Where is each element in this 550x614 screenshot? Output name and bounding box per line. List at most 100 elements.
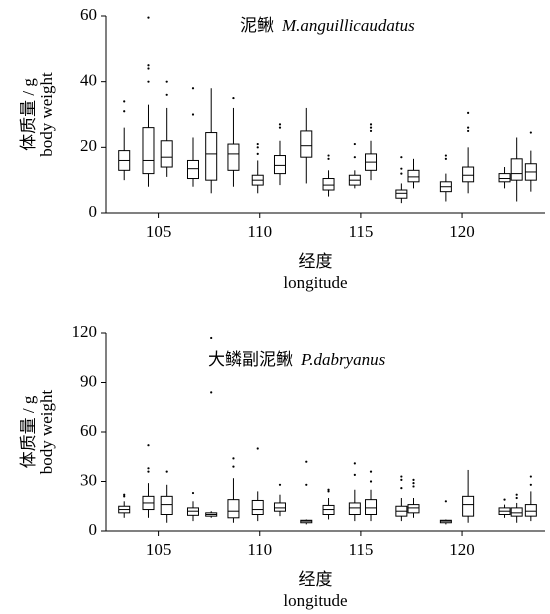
box (205, 132, 218, 181)
box (322, 178, 335, 191)
box (251, 499, 264, 516)
outlier (369, 129, 373, 133)
outlier (467, 129, 470, 133)
y-axis-label: body weight (37, 389, 56, 474)
outlier (529, 131, 532, 134)
outlier (147, 64, 150, 67)
box (462, 495, 475, 517)
box (498, 173, 511, 183)
x-tick-label: 120 (449, 222, 475, 241)
chart-title: 泥鳅 M.anguillicaudatus (240, 16, 415, 35)
outlier (400, 172, 403, 175)
outlier (165, 80, 168, 83)
outlier (444, 157, 447, 160)
outlier (353, 142, 356, 146)
y-axis-label: 体质量 / g (19, 78, 38, 151)
outlier (467, 111, 470, 114)
y-tick-label: 120 (72, 322, 98, 341)
x-tick-label: 120 (449, 540, 475, 559)
outlier (369, 123, 373, 126)
outlier (165, 93, 168, 96)
panel: 0 20 40 60 105 110 115 120 泥鳅 M.anguillicaudatus 经… (19, 5, 545, 292)
outlier (278, 123, 282, 126)
outlier (278, 126, 282, 129)
box (510, 158, 523, 181)
outlier (529, 483, 532, 486)
box (462, 166, 475, 183)
outlier (256, 142, 259, 146)
outlier (123, 493, 126, 496)
outlier (191, 491, 195, 495)
outlier (327, 490, 330, 493)
box (227, 499, 240, 519)
chart-title: 大鳞副泥鳅 P.dabryanus (208, 350, 386, 369)
outlier (467, 126, 470, 129)
outlier (400, 156, 403, 159)
outlier (327, 154, 330, 157)
title-latin: P.dabryanus (300, 350, 386, 369)
outlier (232, 96, 235, 100)
outlier (147, 444, 150, 447)
outlier (147, 67, 150, 70)
outlier (147, 80, 150, 83)
box (524, 504, 537, 517)
title-latin: M.anguillicaudatus (281, 16, 415, 35)
box (227, 143, 240, 171)
title-cn: 泥鳅 (240, 16, 274, 35)
y-tick-label: 30 (80, 470, 97, 489)
box (510, 507, 523, 517)
x-tick-label: 105 (146, 222, 172, 241)
x-axis-label: longitude (283, 591, 347, 610)
outlier (369, 470, 373, 473)
box (300, 130, 313, 158)
outlier (232, 457, 235, 460)
outlier (444, 154, 447, 157)
outlier (123, 495, 126, 498)
outlier (353, 156, 356, 159)
outlier (256, 447, 259, 450)
outlier (400, 167, 403, 170)
outlier (147, 467, 150, 470)
outlier (123, 110, 126, 113)
box (273, 155, 286, 175)
y-tick-label: 0 (89, 202, 98, 221)
outlier (369, 126, 373, 129)
y-tick-label: 60 (80, 5, 97, 24)
outlier (412, 482, 415, 485)
x-axis-label: longitude (283, 273, 347, 292)
outlier (232, 465, 235, 468)
box (348, 502, 361, 516)
outlier (210, 391, 213, 394)
outlier (515, 493, 518, 496)
outlier (191, 113, 195, 116)
outlier (353, 473, 356, 476)
y-tick-label: 20 (80, 136, 97, 155)
title-cn: 大鳞副泥鳅 (208, 350, 293, 369)
x-tick-label: 110 (247, 540, 272, 559)
outlier (305, 460, 308, 463)
box (407, 169, 420, 183)
panel: 0 30 60 90 120 105 110 115 120 大鳞副泥鳅 P.dabryanus 经度… (19, 322, 545, 610)
outlier (165, 470, 168, 473)
box (407, 504, 420, 514)
y-tick-label: 40 (80, 71, 97, 90)
box (273, 502, 286, 512)
outlier (123, 100, 126, 103)
y-axis-label: body weight (37, 72, 56, 157)
outlier (210, 336, 213, 340)
x-tick-label: 115 (348, 222, 373, 241)
box (160, 495, 173, 516)
outlier (412, 478, 415, 481)
y-tick-label: 0 (89, 520, 98, 539)
outlier (278, 483, 282, 486)
x-tick-label: 105 (146, 540, 172, 559)
y-axis-label: 体质量 / g (19, 395, 38, 468)
x-axis-label: 经度 (299, 252, 333, 271)
outlier (503, 498, 506, 501)
outlier (400, 478, 403, 481)
outlier (529, 475, 532, 478)
outlier (147, 16, 150, 19)
outlier (256, 146, 259, 149)
outlier (327, 157, 330, 160)
